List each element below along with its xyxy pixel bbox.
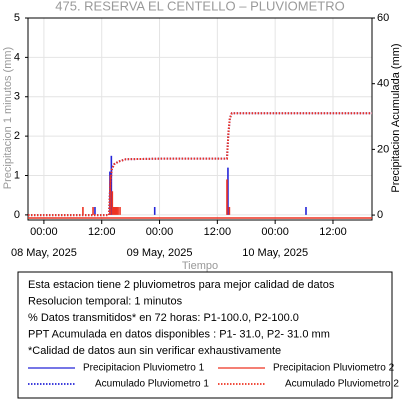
- legend-box: [17, 271, 393, 399]
- x-tick-label: 00:00: [30, 226, 58, 238]
- x-tick-label: 12:00: [204, 226, 232, 238]
- legend-label: Precipitacion Pluviometro 2: [273, 363, 395, 374]
- y2-tick-label: 40: [377, 78, 389, 90]
- cumulative-line: [28, 112, 372, 217]
- y2-axis-label: Precipitacion Acumulada (mm): [390, 43, 402, 192]
- legend-label: Precipitacion Pluviometro 1: [83, 363, 205, 374]
- x-tick-label: 12:00: [319, 226, 347, 238]
- info-line: *Calidad de datos aun sin verificar exha…: [28, 345, 281, 357]
- info-line: PPT Acumulada en datos disponibles : P1-…: [28, 328, 330, 340]
- cumulative-line: [28, 112, 372, 217]
- y-tick-label: 0: [14, 209, 20, 221]
- legend-label: Acumulado Pluviometro 2: [285, 379, 399, 390]
- x-tick-label: 00:00: [146, 226, 174, 238]
- plot-frame: [27, 17, 373, 221]
- info-line: % Datos transmitidos* en 72 horas: P1-10…: [28, 312, 299, 324]
- chart-title: 475. RESERVA EL CENTELLO – PLUVIOMETRO: [55, 0, 344, 13]
- x-date-label: 10 May, 2025: [242, 247, 308, 259]
- x-date-label: 08 May, 2025: [11, 247, 77, 259]
- y2-tick-label: 60: [377, 12, 389, 24]
- y2-tick-label: 0: [377, 209, 383, 221]
- legend-label: Acumulado Pluviometro 1: [95, 379, 209, 390]
- x-axis-label: Tiempo: [182, 260, 218, 272]
- y-tick-label: 4: [14, 51, 20, 63]
- y-tick-label: 2: [14, 130, 20, 142]
- x-tick-label: 00:00: [261, 226, 289, 238]
- y-tick-label: 1: [14, 169, 20, 181]
- info-line: Esta estacion tiene 2 pluviometros para …: [28, 279, 335, 291]
- y-axis-label: Precipitacion 1 minutos (mm): [2, 47, 14, 189]
- x-date-label: 09 May, 2025: [127, 247, 193, 259]
- info-line: Resolucion temporal: 1 minutos: [28, 295, 183, 307]
- y-tick-label: 3: [14, 91, 20, 103]
- x-tick-label: 12:00: [88, 226, 116, 238]
- y2-tick-label: 20: [377, 143, 389, 155]
- y-tick-label: 5: [14, 12, 20, 24]
